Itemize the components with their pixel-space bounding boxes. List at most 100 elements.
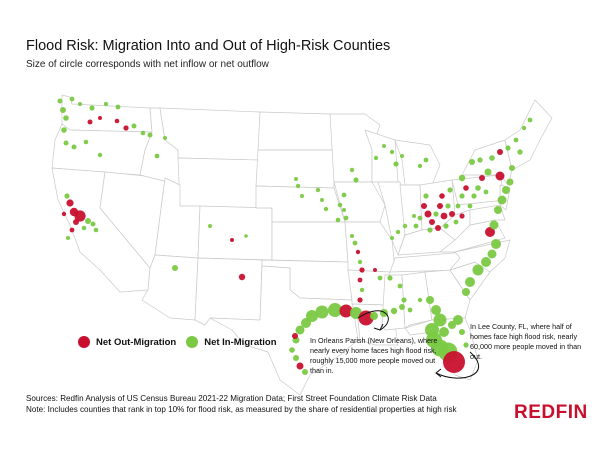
in-migration-bubble <box>302 369 308 375</box>
in-migration-bubble <box>359 287 365 293</box>
in-migration-bubble <box>244 234 248 238</box>
in-migration-bubble <box>399 304 405 310</box>
state-ia <box>333 181 386 223</box>
new-orleans-annotation: In Orleans Parish (New Orleans), where n… <box>310 336 438 375</box>
out-migration-bubble <box>485 227 495 237</box>
in-migration-bubble <box>341 192 347 198</box>
in-migration-bubble <box>289 347 295 353</box>
out-migration-bubble <box>123 125 129 131</box>
in-migration-bubble <box>439 327 449 337</box>
out-migration-bubble <box>443 351 465 373</box>
lee-county-arrowhead <box>435 368 442 378</box>
in-migration-bubble <box>413 223 419 229</box>
out-migration-bubble <box>373 268 377 272</box>
in-migration-bubble <box>462 288 470 296</box>
out-migration-bubble <box>495 171 505 181</box>
in-migration-bubble <box>459 193 465 199</box>
in-migration-bubble <box>489 220 499 230</box>
in-migration-bubble <box>453 315 463 325</box>
in-migration-bubble <box>131 123 137 129</box>
in-migration-bubble <box>527 117 533 123</box>
in-migration-bubble <box>63 115 69 121</box>
in-migration-bubble <box>417 215 423 221</box>
in-migration-bubble <box>390 236 394 240</box>
out-migration-bubble <box>73 219 79 225</box>
in-migration-bubble <box>93 227 99 233</box>
state-tx <box>209 265 359 396</box>
in-migration-bubble <box>335 217 341 223</box>
state-mo <box>344 221 396 273</box>
in-migration-bubble <box>471 193 477 199</box>
out-migration-bubble <box>357 277 363 283</box>
in-migration-bubble <box>521 125 527 131</box>
in-migration-bubble <box>483 189 489 195</box>
in-migration-bubble <box>426 296 434 304</box>
migration-bubbles <box>57 96 533 375</box>
lee-county-arrow <box>435 351 479 379</box>
in-migration-bubble <box>475 185 481 191</box>
in-migration-bubble <box>431 305 441 315</box>
in-migration-bubble <box>140 130 146 136</box>
in-migration-bubble <box>349 167 355 173</box>
new-orleans-arrowhead <box>373 323 384 331</box>
in-migration-bubble <box>60 107 66 113</box>
in-migration-bubble <box>497 195 507 205</box>
in-migration-bubble <box>463 342 469 348</box>
out-migration-bubble <box>449 211 455 217</box>
legend-item-out: Net Out-Migration <box>78 336 176 348</box>
in-migration-bubble <box>373 155 379 161</box>
in-migration-bubble <box>377 275 383 281</box>
in-migration-bubble <box>89 105 95 111</box>
state-wa <box>61 94 153 133</box>
in-migration-bubble <box>465 277 475 287</box>
state-nm <box>194 257 263 326</box>
in-migration-bubble <box>487 249 497 259</box>
state-ks <box>271 221 349 263</box>
out-migration-bubble <box>479 175 485 181</box>
in-migration-bubble <box>337 202 343 208</box>
in-migration-bubble <box>350 234 354 238</box>
out-migration-bubble <box>296 362 304 370</box>
in-migration-bubble <box>389 149 395 155</box>
state-or <box>51 123 153 176</box>
in-migration-bubble <box>506 178 514 186</box>
in-migration-bubble <box>469 159 475 165</box>
out-migration-bubble <box>439 193 445 199</box>
sources-footnote: Sources: Redfin Analysis of US Census Bu… <box>26 394 506 415</box>
state-new-england <box>504 99 553 171</box>
out-migration-bubble <box>435 225 441 231</box>
state-borders <box>51 94 553 396</box>
in-migration-bubble <box>61 127 67 133</box>
in-migration-bubble <box>417 163 423 169</box>
in-migration-bubble <box>115 104 121 110</box>
out-migration-bubble <box>87 119 93 125</box>
in-migration-bubble <box>393 161 399 167</box>
in-migration-bubble <box>315 305 329 319</box>
out-migration-bubble <box>359 267 365 273</box>
in-migration-bubble <box>417 297 423 303</box>
in-migration-bubble <box>357 259 363 265</box>
in-migration-bubble <box>343 215 349 221</box>
out-migration-bubble <box>437 203 443 209</box>
in-migration-bubble <box>295 183 301 189</box>
in-migration-bubble <box>57 98 63 104</box>
out-migration-bubble <box>114 118 120 124</box>
in-migration-bubble <box>502 186 510 194</box>
out-migration-bubble <box>429 219 435 225</box>
in-migration-bubble <box>387 275 393 281</box>
in-migration-bubble <box>505 145 511 151</box>
in-migration-bubble <box>69 96 75 102</box>
out-migration-bubble <box>292 333 298 339</box>
in-migration-bubble <box>447 187 453 193</box>
note-line: Note: Includes counties that rank in top… <box>26 404 457 414</box>
in-migration-bubble <box>328 303 342 317</box>
in-migration-bubble <box>407 307 413 313</box>
legend-item-in: Net In-Migration <box>186 336 277 348</box>
in-migration-bubble <box>433 211 439 217</box>
out-migration-bubble <box>424 210 432 218</box>
in-migration-bubble <box>352 240 358 246</box>
state-nd <box>257 111 335 151</box>
in-migration-bubble <box>509 165 515 171</box>
in-migration-bubble <box>380 309 388 317</box>
in-migration-bubble <box>455 203 461 209</box>
